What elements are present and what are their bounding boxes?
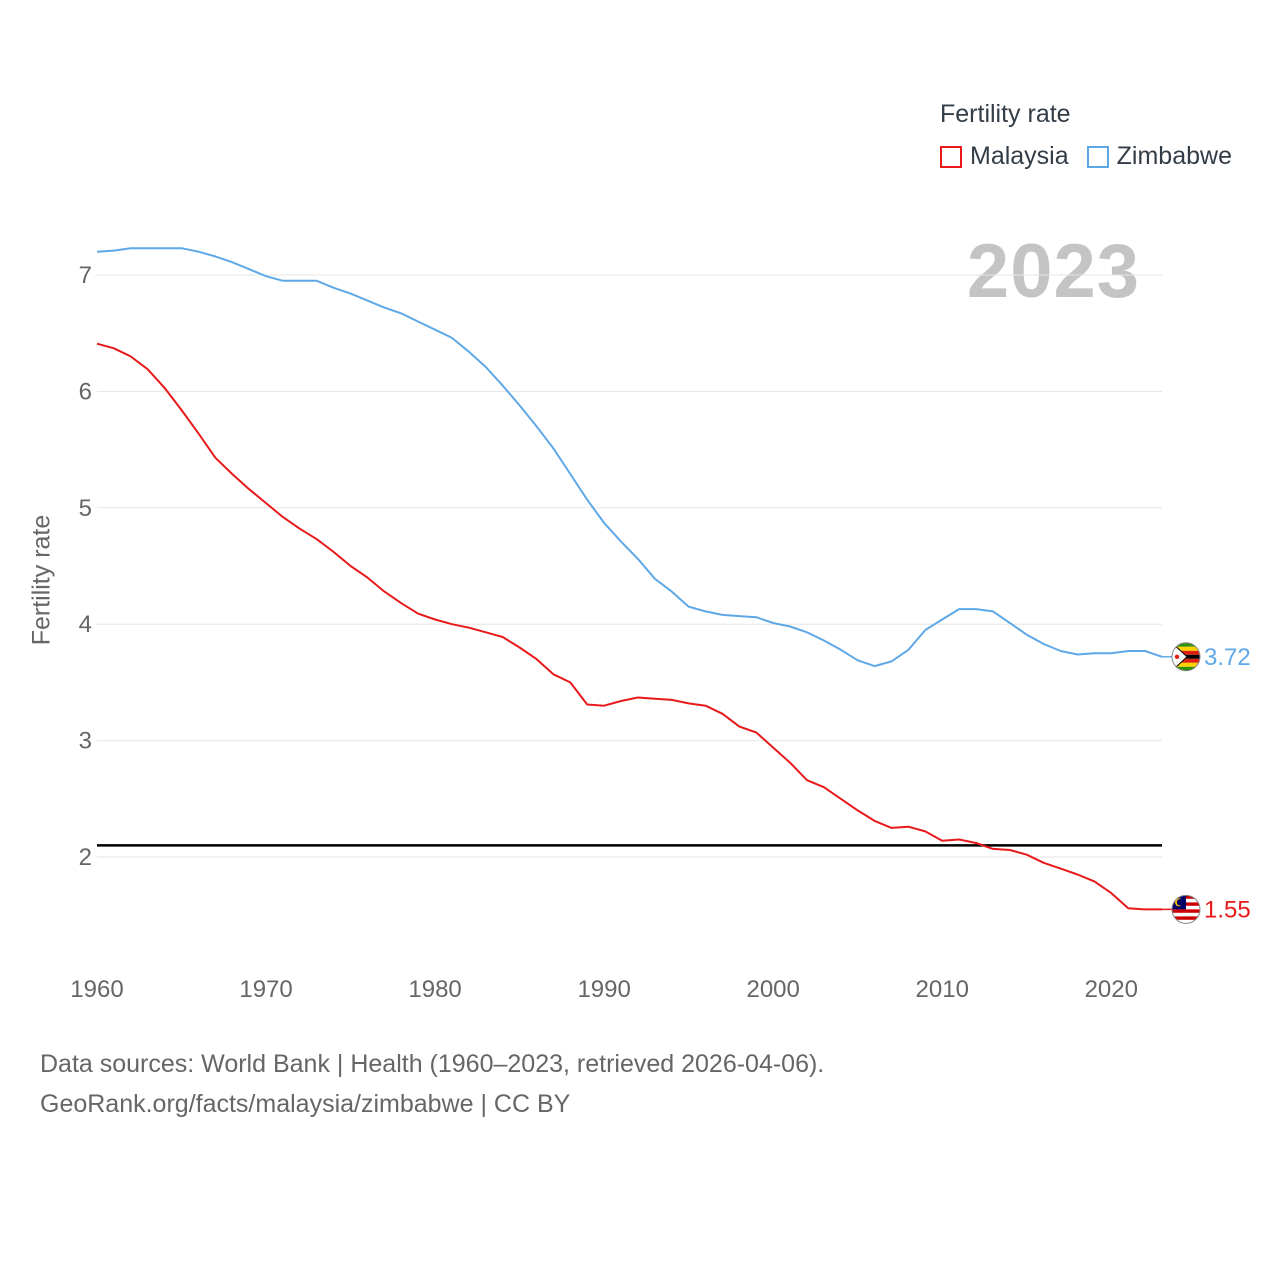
flag-border-malaysia: [1171, 894, 1201, 924]
x-tick-label-1970: 1970: [239, 976, 292, 1003]
x-tick-label-1960: 1960: [70, 976, 123, 1003]
flag-triangle-zimbabwe: [1172, 642, 1188, 671]
flag-stripe-zimbabwe-1: [1172, 646, 1200, 651]
x-tick-label-2010: 2010: [916, 976, 969, 1003]
y-tick-label-5: 5: [79, 495, 92, 522]
legend-swatch-malaysia: [940, 145, 962, 168]
flag-stripe-malaysia-5: [1172, 912, 1200, 917]
flag-stripe-zimbabwe-5: [1172, 662, 1200, 667]
flag-stripe-zimbabwe-6: [1172, 666, 1200, 671]
end-value-label-malaysia: 1.55: [1204, 896, 1251, 923]
series-line-zimbabwe: [96, 247, 1163, 668]
y-tick-label-6: 6: [79, 378, 92, 405]
flag-stripe-zimbabwe-4: [1172, 658, 1200, 663]
flag-zimbabwe-icon: [1171, 642, 1201, 672]
flag-star-zimbabwe: [1174, 654, 1180, 659]
legend-item-malaysia[interactable]: Malaysia: [940, 142, 1069, 171]
x-tick-label-1990: 1990: [577, 976, 630, 1003]
flag-border-zimbabwe: [1171, 642, 1201, 672]
flag-stripe-zimbabwe-0: [1172, 642, 1200, 647]
flag-malaysia-icon: [1171, 894, 1201, 924]
y-tick-label-4: 4: [79, 611, 92, 638]
y-tick-label-3: 3: [79, 728, 92, 755]
legend-title: Fertility rate: [940, 100, 1071, 128]
flag-crescent-cut-malaysia: [1176, 898, 1184, 906]
x-tick-label-1980: 1980: [408, 976, 461, 1003]
flag-body-zimbabwe: [1172, 642, 1200, 671]
source-line-2[interactable]: GeoRank.org/facts/malaysia/zimbabwe | CC…: [40, 1090, 571, 1118]
flag-stripe-malaysia-7: [1172, 919, 1200, 924]
source-line-1: Data sources: World Bank | Health (1960–…: [40, 1050, 825, 1078]
flag-body-malaysia: [1172, 895, 1200, 924]
flag-stripe-malaysia-6: [1172, 916, 1200, 920]
data-source-note: Data sources: World Bank | Health (1960–…: [40, 1044, 824, 1124]
y-tick-label-2: 2: [79, 844, 92, 871]
legend-item-zimbabwe[interactable]: Zimbabwe: [1086, 142, 1232, 171]
flag-stripe-malaysia-4: [1172, 909, 1200, 913]
line-chart: 2 3 4 5 6 7 1960 1970 1980 1990 2000 2010 2020 3.72 1…: [70, 247, 1251, 1003]
x-tick-label-2000: 2000: [746, 976, 799, 1003]
end-value-label-zimbabwe: 3.72: [1204, 644, 1251, 671]
legend-label-malaysia: Malaysia: [970, 142, 1069, 170]
legend: Malaysia Zimbabwe: [940, 142, 1250, 171]
flag-stripe-zimbabwe-2: [1172, 650, 1200, 655]
series-line-malaysia: [96, 342, 1162, 911]
legend-label-zimbabwe: Zimbabwe: [1116, 142, 1232, 170]
x-tick-label-2020: 2020: [1085, 976, 1138, 1003]
legend-swatch-zimbabwe: [1086, 145, 1109, 168]
y-tick-label-7: 7: [79, 262, 92, 289]
current-year-label: 2023: [966, 229, 1140, 314]
